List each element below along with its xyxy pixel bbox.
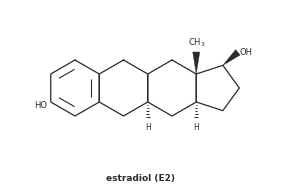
Text: estradiol (E2): estradiol (E2) — [105, 174, 175, 183]
Text: H: H — [145, 123, 151, 132]
Text: H: H — [193, 123, 199, 132]
Text: OH: OH — [240, 48, 253, 57]
Polygon shape — [193, 52, 200, 74]
Text: HO: HO — [34, 100, 47, 109]
Text: CH$_3$: CH$_3$ — [189, 36, 206, 49]
Polygon shape — [223, 50, 240, 65]
